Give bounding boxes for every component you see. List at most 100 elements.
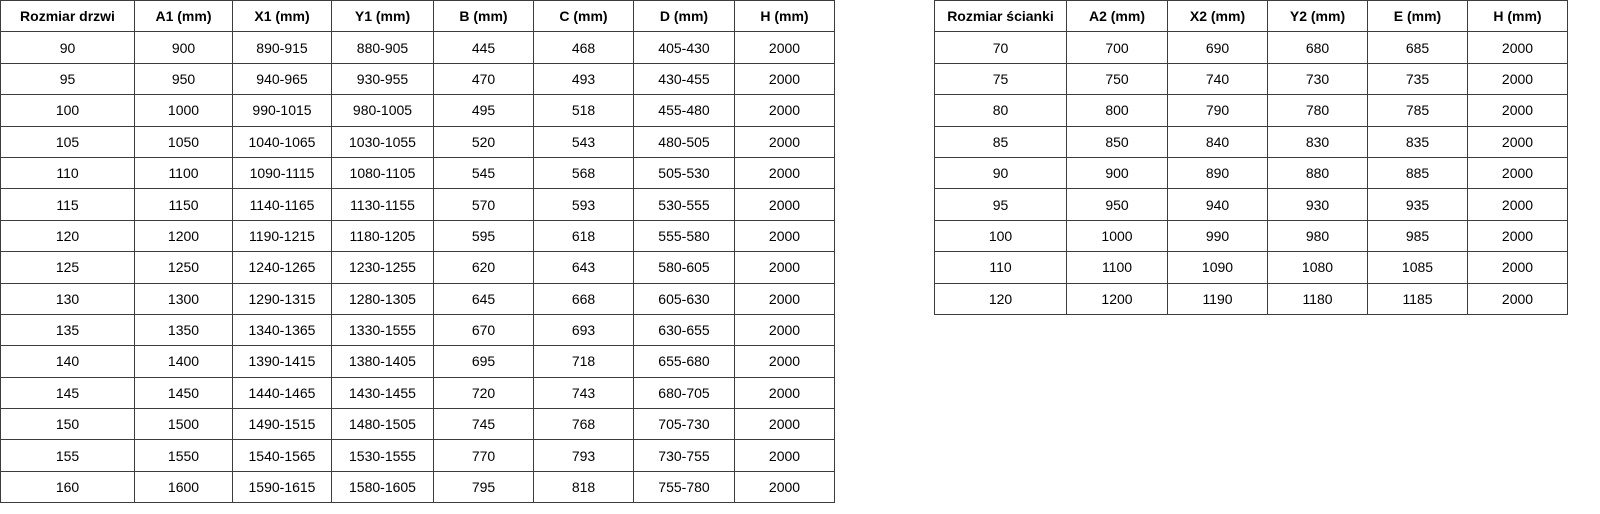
table-cell: 1090 bbox=[1167, 251, 1268, 284]
table-cell: 1480-1505 bbox=[331, 408, 434, 441]
table-cell: 2000 bbox=[734, 94, 835, 127]
table-cell: 1500 bbox=[134, 408, 233, 441]
column-header: C (mm) bbox=[533, 0, 634, 33]
table-cell: 1350 bbox=[134, 313, 233, 347]
table-cell: 1180 bbox=[1267, 282, 1368, 315]
table-cell: 2000 bbox=[1467, 156, 1568, 190]
table-cell: 555-580 bbox=[633, 219, 735, 253]
table-row: 110 1100 1090 1080 1085 2000 bbox=[934, 251, 1568, 284]
table-cell: 2000 bbox=[1467, 188, 1568, 221]
table-cell: 835 bbox=[1367, 125, 1468, 158]
door-size-table: Rozmiar drzwi A1 (mm) X1 (mm) Y1 (mm) B (mm)… bbox=[0, 0, 835, 504]
column-header: B (mm) bbox=[433, 0, 534, 33]
table-cell: 1490-1515 bbox=[232, 408, 332, 441]
table-cell: 693 bbox=[533, 313, 634, 347]
table-cell: 145 bbox=[0, 376, 135, 410]
table-cell: 1340-1365 bbox=[232, 313, 332, 347]
table-cell: 1200 bbox=[1066, 282, 1168, 315]
table-cell: 2000 bbox=[734, 470, 835, 504]
table-row: 155 1550 1540-1565 1530-1555 770 793 730-755 20… bbox=[0, 439, 835, 472]
table-row: 90 900 890 880 885 2000 bbox=[934, 156, 1568, 190]
table-cell: 480-505 bbox=[633, 125, 735, 158]
table-cell: 580-605 bbox=[633, 251, 735, 284]
table-row: 150 1500 1490-1515 1480-1505 745 768 705-730 20… bbox=[0, 408, 835, 441]
table-cell: 890 bbox=[1167, 156, 1268, 190]
table-cell: 780 bbox=[1267, 94, 1368, 127]
table-cell: 85 bbox=[934, 125, 1067, 158]
table-cell: 1390-1415 bbox=[232, 345, 332, 378]
table-row: 110 1100 1090-1115 1080-1105 545 568 505-530 20… bbox=[0, 156, 835, 190]
table-cell: 695 bbox=[433, 345, 534, 378]
table-cell: 990 bbox=[1167, 219, 1268, 253]
table-row: 95 950 940-965 930-955 470 493 430-455 2000 bbox=[0, 62, 835, 96]
table-cell: 620 bbox=[433, 251, 534, 284]
table-row: 120 1200 1190-1215 1180-1205 595 618 555-580 20… bbox=[0, 219, 835, 253]
table-cell: 980-1005 bbox=[331, 94, 434, 127]
table-cell: 2000 bbox=[734, 345, 835, 378]
table-cell: 830 bbox=[1267, 125, 1368, 158]
table-cell: 685 bbox=[1367, 31, 1468, 64]
table-cell: 605-630 bbox=[633, 282, 735, 315]
table-row: 125 1250 1240-1265 1230-1255 620 643 580-605 20… bbox=[0, 251, 835, 284]
table-cell: 940-965 bbox=[232, 62, 332, 96]
table-row: 100 1000 990 980 985 2000 bbox=[934, 219, 1568, 253]
table-cell: 160 bbox=[0, 470, 135, 504]
table-cell: 1080 bbox=[1267, 251, 1368, 284]
table-cell: 95 bbox=[0, 62, 135, 96]
table-cell: 445 bbox=[433, 31, 534, 64]
table-cell: 730 bbox=[1267, 62, 1368, 96]
table-cell: 745 bbox=[433, 408, 534, 441]
table-cell: 690 bbox=[1167, 31, 1268, 64]
table-cell: 570 bbox=[433, 188, 534, 221]
table-cell: 75 bbox=[934, 62, 1067, 96]
table-cell: 890-915 bbox=[232, 31, 332, 64]
table-cell: 880 bbox=[1267, 156, 1368, 190]
table-cell: 2000 bbox=[734, 188, 835, 221]
column-header: A2 (mm) bbox=[1066, 0, 1168, 33]
table-cell: 785 bbox=[1367, 94, 1468, 127]
table-cell: 1580-1605 bbox=[331, 470, 434, 504]
table-cell: 793 bbox=[533, 439, 634, 472]
table-cell: 2000 bbox=[734, 251, 835, 284]
table-cell: 1140-1165 bbox=[232, 188, 332, 221]
table-cell: 680-705 bbox=[633, 376, 735, 410]
table-cell: 850 bbox=[1066, 125, 1168, 158]
table-cell: 1050 bbox=[134, 125, 233, 158]
table-cell: 2000 bbox=[1467, 219, 1568, 253]
table-cell: 700 bbox=[1066, 31, 1168, 64]
table-cell: 1090-1115 bbox=[232, 156, 332, 190]
table-cell: 505-530 bbox=[633, 156, 735, 190]
table-cell: 730-755 bbox=[633, 439, 735, 472]
table-cell: 520 bbox=[433, 125, 534, 158]
table-cell: 750 bbox=[1066, 62, 1168, 96]
table-cell: 90 bbox=[0, 31, 135, 64]
table-cell: 130 bbox=[0, 282, 135, 315]
table-cell: 680 bbox=[1267, 31, 1368, 64]
table-cell: 468 bbox=[533, 31, 634, 64]
table-cell: 2000 bbox=[1467, 251, 1568, 284]
table-cell: 885 bbox=[1367, 156, 1468, 190]
table-cell: 455-480 bbox=[633, 94, 735, 127]
column-header: Y1 (mm) bbox=[331, 0, 434, 33]
table-cell: 70 bbox=[934, 31, 1067, 64]
table-cell: 1190-1215 bbox=[232, 219, 332, 253]
column-header: H (mm) bbox=[734, 0, 835, 33]
table-cell: 1100 bbox=[134, 156, 233, 190]
table-cell: 790 bbox=[1167, 94, 1268, 127]
table-cell: 110 bbox=[0, 156, 135, 190]
table-cell: 2000 bbox=[734, 31, 835, 64]
table-cell: 100 bbox=[934, 219, 1067, 253]
table-cell: 800 bbox=[1066, 94, 1168, 127]
table-row: 85 850 840 830 835 2000 bbox=[934, 125, 1568, 158]
table-cell: 568 bbox=[533, 156, 634, 190]
table-cell: 135 bbox=[0, 313, 135, 347]
table-cell: 930 bbox=[1267, 188, 1368, 221]
table-row: 130 1300 1290-1315 1280-1305 645 668 605-630 20… bbox=[0, 282, 835, 315]
table-cell: 1400 bbox=[134, 345, 233, 378]
table-cell: 90 bbox=[934, 156, 1067, 190]
table-cell: 1200 bbox=[134, 219, 233, 253]
table-cell: 120 bbox=[934, 282, 1067, 315]
table-cell: 900 bbox=[1066, 156, 1168, 190]
table-cell: 935 bbox=[1367, 188, 1468, 221]
table-cell: 430-455 bbox=[633, 62, 735, 96]
